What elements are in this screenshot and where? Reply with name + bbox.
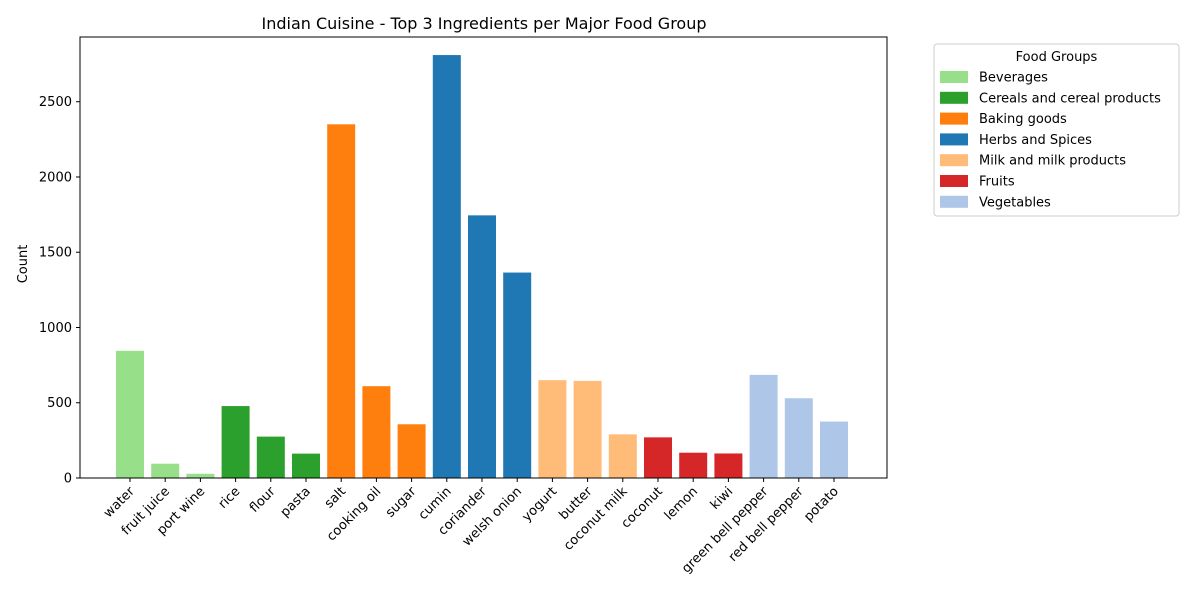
legend-box: [933, 43, 1180, 217]
bar-fruit-juice: [151, 463, 180, 478]
y-tick-label: 2500: [39, 95, 72, 110]
x-tick-label: rice: [216, 484, 244, 512]
bar-rice: [221, 406, 250, 478]
legend-label: Beverages: [979, 71, 1048, 86]
y-tick-label: 1500: [39, 246, 72, 261]
bar-port-wine: [186, 473, 215, 478]
legend-swatch: [940, 91, 968, 104]
x-tick-label: kiwi: [708, 484, 737, 513]
legend-label: Cereals and cereal products: [979, 91, 1161, 106]
bar-coriander: [468, 215, 496, 479]
legend: Food Groups Beverages Cereals and cereal p…: [933, 43, 1180, 217]
legend-swatch: [940, 195, 968, 208]
bar-green-bell-pepper: [749, 374, 778, 478]
bar-butter: [573, 380, 602, 478]
x-tick-label: potato: [801, 484, 842, 525]
bar-coconut-milk: [608, 434, 637, 478]
x-tick-label: flour: [247, 484, 279, 516]
bar-welsh-onion: [503, 272, 532, 478]
y-tick-label: 2000: [39, 170, 72, 185]
x-tick-label: lemon: [662, 484, 701, 523]
x-tick-label: yogurt: [520, 484, 561, 525]
y-tick-label: 1000: [39, 321, 72, 336]
bar-red-bell-pepper: [784, 398, 813, 478]
legend-label: Milk and milk products: [979, 154, 1126, 169]
chart-title: Indian Cuisine - Top 3 Ingredients per M…: [261, 14, 706, 33]
legend-swatch: [940, 133, 968, 146]
bar-yogurt: [538, 380, 567, 478]
bar-salt: [327, 124, 356, 479]
bar-flour: [256, 436, 285, 478]
bar-potato: [820, 421, 848, 478]
plot-frame: [79, 36, 888, 479]
legend-label: Baking goods: [979, 112, 1067, 127]
y-tick-label: 500: [47, 396, 72, 411]
x-tick-label: pasta: [278, 484, 314, 520]
x-tick-label: sugar: [383, 484, 420, 521]
bar-lemon: [679, 452, 708, 478]
legend-swatch: [940, 112, 968, 125]
legend-label: Fruits: [979, 175, 1015, 190]
legend-swatch: [940, 71, 968, 83]
bar-kiwi: [714, 453, 743, 478]
bar-cumin: [432, 55, 461, 479]
bar-water: [116, 350, 144, 478]
y-tick-label: 0: [64, 472, 72, 487]
bar-cooking-oil: [362, 386, 391, 478]
bar-sugar: [397, 424, 426, 478]
legend-swatch: [940, 175, 968, 187]
bar-pasta: [292, 453, 320, 478]
legend-label: Vegetables: [979, 195, 1051, 210]
legend-title: Food Groups: [1016, 50, 1098, 65]
legend-label: Herbs and Spices: [979, 133, 1092, 148]
x-tick-label: salt: [322, 484, 349, 511]
bar-coconut: [644, 437, 672, 478]
legend-swatch: [940, 154, 968, 167]
y-axis-label: Count: [16, 245, 31, 284]
